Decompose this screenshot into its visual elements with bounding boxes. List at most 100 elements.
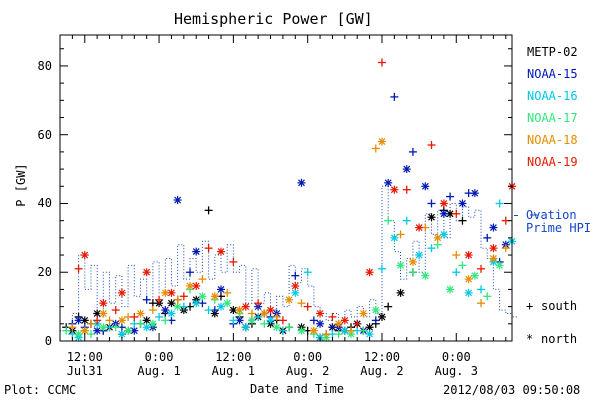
north-point: [489, 223, 498, 232]
north-point: [439, 230, 448, 239]
north-point-d2: [291, 289, 299, 297]
north-point-d2: [248, 316, 256, 324]
south-point: [390, 92, 399, 101]
north-point: [241, 302, 250, 311]
data-marks: [62, 58, 516, 342]
legend-entry-noaa-19: NOAA-19: [527, 155, 578, 169]
south-point: [501, 244, 510, 253]
north-point: [130, 326, 139, 335]
north-point: [124, 326, 133, 335]
south-point: [136, 319, 145, 328]
legend-entry-metp-02: METP-02: [527, 45, 578, 59]
north-point: [427, 213, 436, 222]
north-point-d2: [359, 310, 367, 317]
north-point-d2: [316, 320, 324, 328]
north-point-d2: [174, 196, 182, 204]
south-point: [427, 244, 436, 253]
north-point: [470, 189, 479, 198]
north-point-d2: [118, 289, 126, 297]
south-point: [229, 316, 238, 325]
north-point-d2: [440, 230, 448, 238]
south-point: [477, 264, 486, 273]
north-point-d2: [267, 306, 274, 314]
y-axis-label: P [GW]: [14, 163, 28, 207]
north-point-d2: [168, 310, 175, 317]
north-point-d2: [192, 248, 200, 256]
north-point-d2: [75, 316, 82, 324]
north-point: [247, 316, 256, 325]
north-point: [198, 292, 207, 301]
south-point: [452, 268, 461, 277]
north-point: [464, 288, 473, 297]
south-point: [111, 323, 120, 332]
north-point-d2: [440, 200, 448, 207]
x-tick-label: Aug. 2: [285, 364, 330, 378]
south-point: [377, 58, 386, 67]
north-point: [439, 209, 448, 218]
north-point-d2: [99, 299, 107, 307]
south-point: [359, 326, 368, 335]
south-point: [229, 257, 238, 266]
north-point: [142, 268, 151, 277]
north-point-d2: [397, 289, 404, 297]
south-point: [371, 144, 380, 153]
north-point-d2: [137, 310, 144, 317]
north-point-d2: [223, 299, 231, 307]
south-point: [477, 285, 486, 294]
south-point: [347, 326, 356, 335]
north-point: [241, 323, 250, 332]
south-point: [148, 306, 157, 315]
north-point-d2: [229, 306, 237, 314]
legend-north-symbol: *: [526, 332, 534, 346]
north-point-d2: [192, 299, 200, 307]
north-point-d2: [93, 310, 101, 317]
north-point-d2: [143, 323, 151, 331]
south-point: [483, 233, 492, 242]
north-point: [495, 261, 504, 270]
north-point-d2: [465, 275, 473, 283]
north-point: [148, 319, 157, 328]
south-point: [186, 268, 195, 277]
x-axis-label: Date and Time: [250, 382, 344, 396]
south-point: [477, 299, 486, 308]
north-point-d2: [446, 286, 454, 293]
north-point: [316, 309, 325, 318]
north-point: [297, 178, 306, 187]
south-point: [62, 326, 71, 335]
south-point: [285, 323, 294, 332]
north-point-d2: [260, 310, 268, 317]
north-point: [297, 326, 306, 335]
x-tick-label: 12:00: [215, 350, 252, 364]
north-point: [433, 233, 442, 242]
north-point-d2: [415, 251, 423, 259]
north-point-d2: [198, 292, 206, 300]
south-point: [458, 216, 467, 225]
south-point: [433, 240, 442, 249]
ovation-prime-step-line: [60, 185, 538, 332]
north-point: [74, 316, 83, 325]
north-point-d2: [99, 310, 107, 317]
north-point: [192, 281, 201, 290]
north-point: [167, 299, 176, 308]
north-point-d2: [124, 327, 132, 335]
series-noaa-16: [68, 199, 516, 342]
north-point-d2: [75, 330, 82, 338]
south-point: [322, 330, 331, 339]
south-point: [204, 244, 213, 253]
south-point: [297, 299, 306, 308]
north-point-d2: [366, 330, 374, 338]
north-point-d2: [143, 316, 151, 324]
south-point: [328, 312, 337, 321]
north-point: [415, 223, 424, 232]
north-point: [173, 196, 182, 205]
north-point-d2: [366, 323, 374, 331]
north-point: [74, 330, 83, 339]
footer-timestamp: 2012/08/03 09:50:08: [443, 383, 581, 397]
north-point: [371, 306, 380, 315]
north-point-d2: [390, 234, 398, 242]
north-point-d2: [81, 251, 89, 259]
south-point: [483, 292, 492, 301]
north-point-d2: [415, 224, 423, 231]
plot-frame: [59, 34, 513, 342]
